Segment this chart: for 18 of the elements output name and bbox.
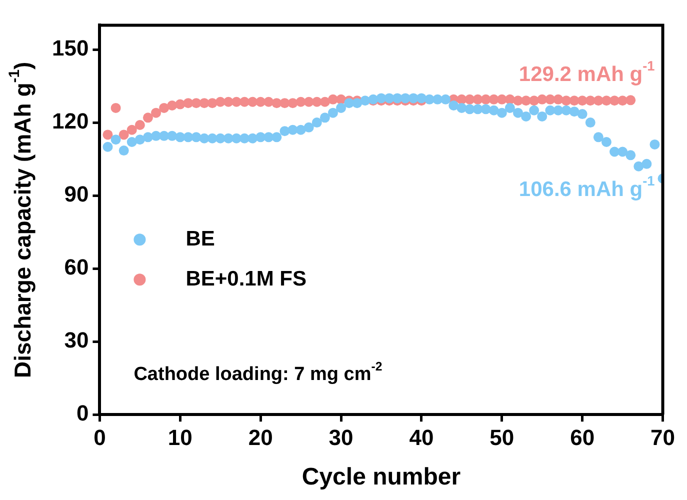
- legend-label: BE+0.1M FS: [186, 267, 307, 290]
- x-tick-label: 70: [650, 424, 676, 450]
- x-tick-label: 0: [94, 424, 106, 450]
- y-tick-label: 90: [64, 182, 89, 207]
- y-tick-label: 0: [76, 400, 89, 426]
- y-tick-label: 120: [52, 108, 89, 134]
- x-tick-label: 20: [248, 424, 273, 450]
- x-tick-label: 50: [490, 424, 514, 450]
- legend-label: BE: [186, 227, 215, 250]
- x-tick-label: 60: [570, 424, 595, 450]
- x-tick-label: 40: [409, 424, 434, 450]
- x-tick-label: 30: [328, 424, 354, 450]
- y-axis-title: Discharge capacity (mAh g-1): [6, 62, 36, 378]
- y-tick-label: 150: [52, 36, 89, 61]
- y-tick-label: 60: [64, 254, 89, 280]
- x-tick-label: 10: [168, 424, 192, 450]
- x-axis-title: Cycle number: [302, 464, 461, 491]
- y-tick-label: 30: [64, 328, 89, 353]
